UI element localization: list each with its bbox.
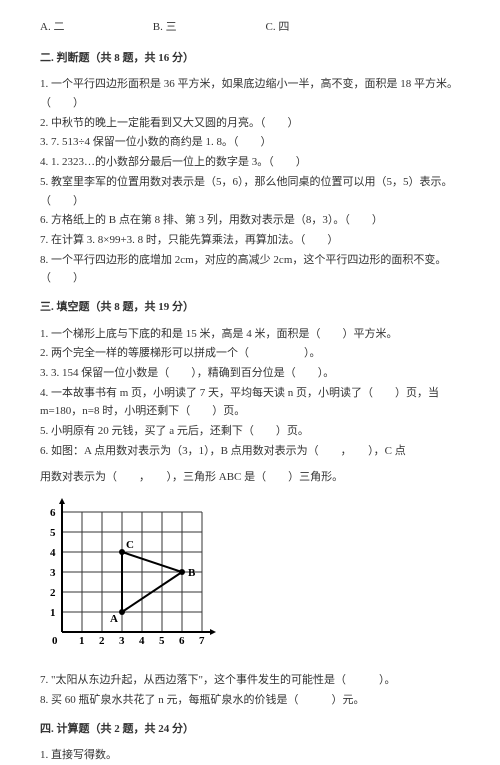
s2-q5: 5. 教室里李军的位置用数对表示是（5，6），那么他同桌的位置可以用（5，5）表… bbox=[40, 173, 460, 210]
svg-text:5: 5 bbox=[159, 635, 165, 647]
s3-q6b: 用数对表示为（ ， ），三角形 ABC 是（ ）三角形。 bbox=[40, 468, 460, 487]
s2-q8: 8. 一个平行四边形的底增加 2cm，对应的高减少 2cm，这个平行四边形的面积… bbox=[40, 251, 460, 288]
s4-q1: 1. 直接写得数。 bbox=[40, 746, 460, 765]
svg-text:4: 4 bbox=[50, 547, 56, 559]
svg-text:A: A bbox=[110, 613, 118, 625]
s3-q3: 3. 3. 154 保留一位小数是（ ），精确到百分位是（ ）。 bbox=[40, 364, 460, 383]
option-c: C. 四 bbox=[266, 18, 290, 37]
chart-svg: 0 1 2 3 4 5 6 7 1 2 3 4 5 6 A B C bbox=[40, 497, 220, 657]
svg-text:4: 4 bbox=[139, 635, 145, 647]
svg-text:2: 2 bbox=[99, 635, 105, 647]
section4-title: 四. 计算题（共 2 题，共 24 分） bbox=[40, 720, 460, 739]
s2-q3: 3. 7. 513÷4 保留一位小数的商约是 1. 8。（ ） bbox=[40, 133, 460, 152]
s3-q6a: 6. 如图：A 点用数对表示为（3，1），B 点用数对表示为（ ， ），C 点 bbox=[40, 442, 460, 461]
svg-text:1: 1 bbox=[50, 607, 56, 619]
svg-text:3: 3 bbox=[119, 635, 125, 647]
s3-q7: 7. "太阳从东边升起，从西边落下"，这个事件发生的可能性是（ ）。 bbox=[40, 671, 460, 690]
s2-q7: 7. 在计算 3. 8×99+3. 8 时，只能先算乘法，再算加法。（ ） bbox=[40, 231, 460, 250]
svg-text:2: 2 bbox=[50, 587, 56, 599]
section3-title: 三. 填空题（共 8 题，共 19 分） bbox=[40, 298, 460, 317]
svg-text:3: 3 bbox=[50, 567, 56, 579]
section2-title: 二. 判断题（共 8 题，共 16 分） bbox=[40, 49, 460, 68]
svg-text:C: C bbox=[126, 539, 134, 551]
option-a: A. 二 bbox=[40, 18, 150, 37]
mc-options: A. 二 B. 三 C. 四 bbox=[40, 18, 460, 37]
svg-text:0: 0 bbox=[52, 635, 58, 647]
triangle-chart: 0 1 2 3 4 5 6 7 1 2 3 4 5 6 A B C bbox=[40, 497, 460, 657]
svg-text:1: 1 bbox=[79, 635, 85, 647]
s3-q2: 2. 两个完全一样的等腰梯形可以拼成一个（ ）。 bbox=[40, 344, 460, 363]
s2-q2: 2. 中秋节的晚上一定能看到又大又圆的月亮。（ ） bbox=[40, 114, 460, 133]
s2-q1: 1. 一个平行四边形面积是 36 平方米，如果底边缩小一半，高不变，面积是 18… bbox=[40, 75, 460, 112]
svg-text:7: 7 bbox=[199, 635, 205, 647]
svg-text:6: 6 bbox=[179, 635, 185, 647]
option-b: B. 三 bbox=[153, 18, 263, 37]
svg-text:B: B bbox=[188, 567, 196, 579]
svg-text:5: 5 bbox=[50, 527, 56, 539]
svg-text:6: 6 bbox=[50, 507, 56, 519]
s2-q4: 4. 1. 2323…的小数部分最后一位上的数字是 3。（ ） bbox=[40, 153, 460, 172]
s3-q4: 4. 一本故事书有 m 页，小明读了 7 天，平均每天读 n 页，小明读了（ ）… bbox=[40, 384, 460, 421]
s3-q1: 1. 一个梯形上底与下底的和是 15 米，高是 4 米，面积是（ ）平方米。 bbox=[40, 325, 460, 344]
s2-q6: 6. 方格纸上的 B 点在第 8 排、第 3 列，用数对表示是（8，3）。（ ） bbox=[40, 211, 460, 230]
s3-q5: 5. 小明原有 20 元钱，买了 a 元后，还剩下（ ）页。 bbox=[40, 422, 460, 441]
